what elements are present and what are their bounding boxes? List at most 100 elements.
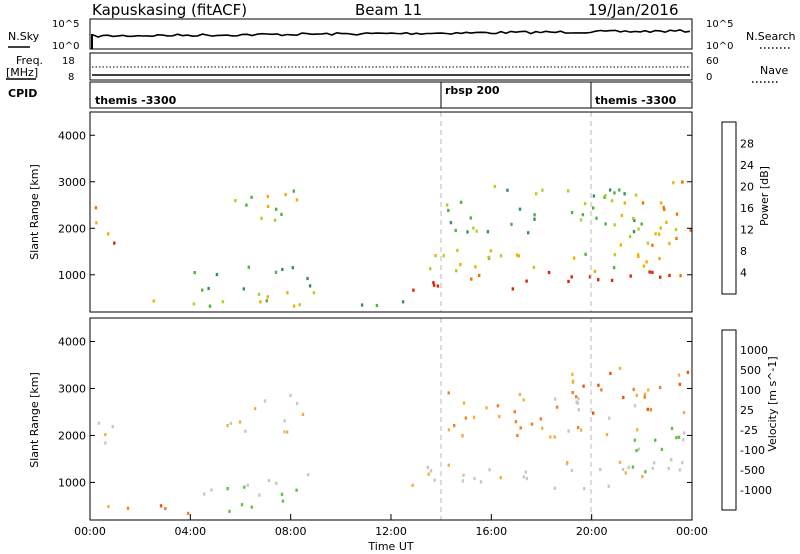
heatmap-cell	[678, 468, 682, 472]
heatmap-cell	[470, 277, 473, 281]
freq-label: Freq.	[16, 54, 43, 67]
heatmap-cell	[555, 405, 559, 409]
heatmap-cell	[642, 264, 646, 268]
heatmap-cell	[434, 254, 437, 258]
heatmap-cell	[654, 438, 657, 442]
heatmap-cell	[519, 426, 522, 430]
heatmap-cell	[516, 434, 519, 438]
heatmap-cell	[665, 220, 668, 224]
heatmap-cell	[281, 267, 284, 272]
heatmap-cell	[280, 212, 283, 216]
freq-left-tick-top: 18	[62, 56, 75, 67]
colorbar-tick-label: 8	[740, 245, 747, 258]
heatmap-cell	[107, 232, 110, 236]
x-tick-label: 00:00	[676, 525, 708, 538]
heatmap-cell	[524, 470, 527, 474]
heatmap-cell	[215, 273, 219, 277]
heatmap-cell	[632, 230, 636, 234]
heatmap-cell	[360, 303, 364, 307]
heatmap-cell	[257, 292, 261, 296]
heatmap-cell	[637, 447, 640, 451]
heatmap-cell	[659, 201, 663, 205]
heatmap-cell	[298, 303, 301, 307]
heatmap-cell	[210, 488, 213, 492]
heatmap-cell	[266, 295, 269, 299]
noise-left-tick-top: 10^5	[52, 19, 79, 30]
heatmap-cell	[447, 391, 450, 395]
heatmap-cell	[670, 458, 673, 462]
heatmap-cell	[613, 191, 616, 195]
heatmap-cell	[641, 201, 645, 205]
heatmap-cell	[583, 487, 586, 491]
heatmap-cell	[281, 499, 285, 503]
heatmap-cell	[579, 218, 583, 222]
heatmap-cell	[651, 243, 654, 247]
heatmap-cell	[226, 423, 229, 428]
heatmap-cell	[228, 509, 231, 513]
heatmap-cell	[634, 193, 638, 197]
heatmap-cell	[571, 391, 574, 395]
heatmap-cell	[266, 194, 269, 199]
heatmap-cell	[518, 392, 522, 397]
y-tick-label: 1000	[58, 269, 86, 282]
heatmap-cell	[104, 433, 107, 437]
heatmap-cell	[244, 429, 247, 433]
colorbar-tick-label: 24	[740, 159, 754, 172]
heatmap-cell	[682, 411, 686, 415]
heatmap-cell	[547, 270, 551, 275]
heatmap-cell	[571, 380, 575, 384]
heatmap-cell	[525, 477, 529, 481]
heatmap-cell	[312, 291, 316, 295]
heatmap-cell	[613, 253, 616, 257]
heatmap-cell	[570, 275, 573, 279]
heatmap-cell	[97, 421, 101, 425]
velocity-colorbar-label: Velocity [m s^-1]	[766, 356, 779, 451]
power-panel: 1000 2000 3000 4000 Slant Range [km] 4 8 12 16…	[28, 111, 771, 313]
heatmap-cell	[273, 218, 277, 222]
heatmap-cell	[469, 216, 472, 220]
heatmap-cell	[659, 226, 662, 230]
heatmap-cell	[253, 407, 257, 411]
heatmap-cell	[459, 263, 462, 267]
heatmap-cell	[629, 274, 632, 278]
colorbar-frame	[721, 121, 737, 295]
heatmap-cell	[301, 412, 305, 416]
colorbar-tick-label: 1000	[740, 344, 768, 357]
colorbar-tick-label: -500	[740, 464, 765, 477]
heatmap-cell	[186, 511, 190, 515]
heatmap-cell	[654, 232, 657, 236]
heatmap-cell	[618, 366, 622, 370]
heatmap-cell	[579, 428, 583, 432]
colorbar-tick-label: 4	[740, 267, 747, 280]
heatmap-cell	[238, 420, 242, 424]
velocity-frame	[89, 317, 693, 521]
cpid-label: CPID	[8, 87, 37, 100]
heatmap-cell	[607, 484, 610, 488]
y-tick-label: 3000	[58, 382, 86, 395]
heatmap-cell	[668, 273, 671, 278]
heatmap-cell	[633, 218, 636, 222]
heatmap-cell	[466, 230, 469, 234]
heatmap-cell	[426, 465, 429, 470]
noise-sky-trace	[92, 28, 691, 38]
heatmap-cell	[584, 252, 587, 256]
station-title: Kapuskasing (fitACF)	[92, 1, 247, 19]
y-tick-label: 4000	[58, 129, 86, 142]
heatmap-cell	[401, 300, 405, 304]
y-tick-label: 3000	[58, 176, 86, 189]
heatmap-cell	[632, 387, 635, 391]
heatmap-cell	[646, 407, 649, 411]
heatmap-cell	[618, 188, 621, 192]
freq-frame	[89, 52, 693, 81]
heatmap-cell	[686, 370, 690, 374]
colorbar-tick-label: 25	[740, 404, 754, 417]
heatmap-cell	[640, 222, 643, 226]
heatmap-cell	[619, 243, 622, 247]
heatmap-cell	[600, 388, 603, 392]
heatmap-cell	[566, 461, 569, 465]
heatmap-cell	[208, 304, 212, 308]
heatmap-cell	[432, 281, 435, 285]
heatmap-cell	[541, 188, 544, 192]
heatmap-cell	[582, 384, 585, 388]
